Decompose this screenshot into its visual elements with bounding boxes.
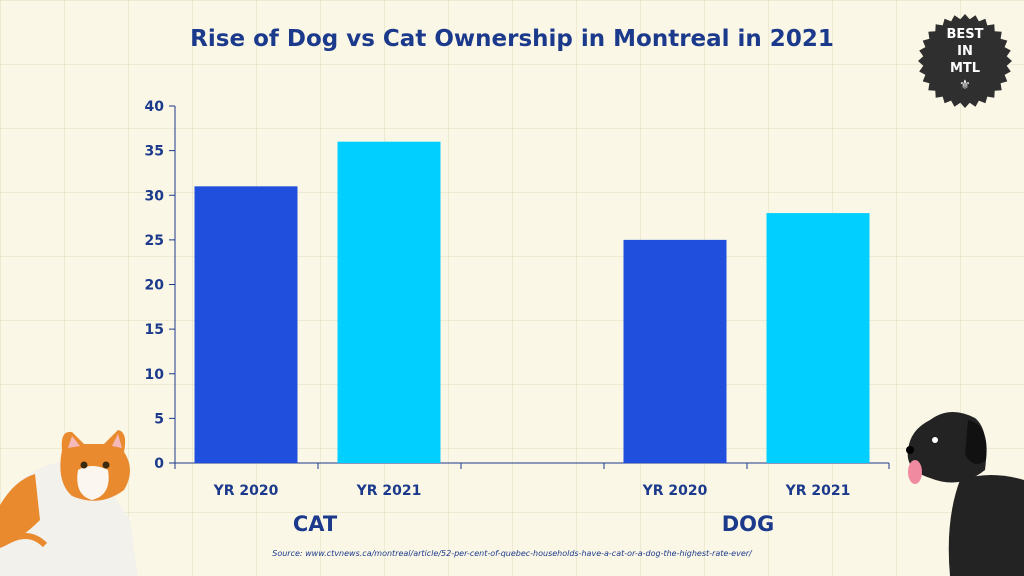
y-tick-label: 25	[145, 233, 164, 249]
badge-line-2: IN	[957, 44, 973, 59]
y-tick-label: 20	[145, 278, 165, 294]
y-tick-label: 40	[145, 99, 165, 115]
chart-title: Rise of Dog vs Cat Ownership in Montreal…	[190, 26, 834, 52]
badge-line-1: BEST	[946, 27, 984, 42]
y-tick-label: 5	[154, 411, 164, 427]
bar-cat-yr-2021	[337, 141, 441, 463]
badge-seal-icon	[918, 14, 1012, 108]
fleur-de-lis-icon: ⚜	[959, 78, 971, 93]
y-tick-label: 10	[145, 367, 165, 383]
y-tick-label: 15	[145, 322, 164, 338]
y-tick-label: 0	[154, 456, 164, 472]
x-tick-label: YR 2021	[785, 483, 851, 499]
y-tick-label: 30	[145, 188, 165, 204]
y-tick-label: 35	[145, 144, 164, 160]
group-label-cat: CAT	[293, 512, 338, 536]
dog-illustration	[906, 411, 1024, 576]
bar-cat-yr-2020	[194, 186, 298, 463]
bar-dog-yr-2021	[766, 213, 870, 463]
x-tick-label: YR 2020	[213, 483, 279, 499]
group-label-dog: DOG	[722, 512, 775, 536]
badge-line-3: MTL	[949, 61, 981, 76]
x-tick-label: YR 2020	[642, 483, 708, 499]
bar-dog-yr-2020	[623, 239, 727, 463]
x-tick-label: YR 2021	[356, 483, 422, 499]
cat-illustration	[0, 430, 138, 576]
source-citation: Source: www.ctvnews.ca/montreal/article/…	[272, 549, 752, 558]
best-in-mtl-badge: BEST IN MTL ⚜	[916, 12, 1014, 110]
